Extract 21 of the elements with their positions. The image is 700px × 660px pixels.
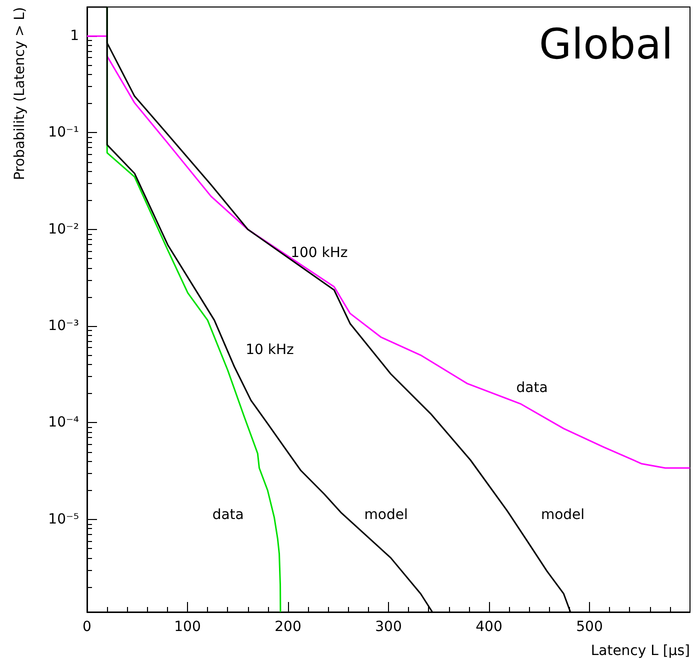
y-tick-label: 10⁻⁴: [48, 414, 80, 431]
y-tick-label: 10⁻²: [48, 221, 79, 238]
annotation: data: [516, 380, 548, 396]
x-axis-title: Latency L [μs]: [590, 643, 690, 659]
x-tick-label: 500: [576, 619, 603, 635]
annotation: model: [364, 507, 408, 524]
y-tick-label: 10⁻¹: [48, 124, 79, 141]
y-tick-label: 10⁻³: [48, 318, 79, 334]
annotation: data: [212, 507, 244, 524]
x-tick-label: 200: [274, 619, 302, 635]
y-tick-label: 10⁻⁵: [48, 511, 79, 528]
chart-title: Global: [539, 20, 674, 68]
y-tick-label: 1: [70, 28, 79, 44]
x-tick-label: 300: [375, 619, 402, 635]
x-tick-label: 400: [476, 619, 502, 635]
x-tick-label: 0: [82, 619, 92, 635]
y-axis-title: Probability (Latency > L): [12, 7, 28, 180]
annotation: 100 kHz: [290, 245, 348, 262]
x-tick-label: 100: [174, 619, 201, 635]
annotation: model: [540, 507, 585, 524]
annotation: 10 kHz: [246, 342, 294, 358]
